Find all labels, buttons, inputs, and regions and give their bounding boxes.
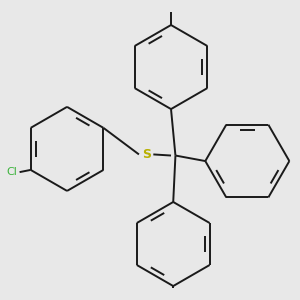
Text: Cl: Cl [7, 167, 17, 177]
Text: S: S [142, 148, 151, 161]
